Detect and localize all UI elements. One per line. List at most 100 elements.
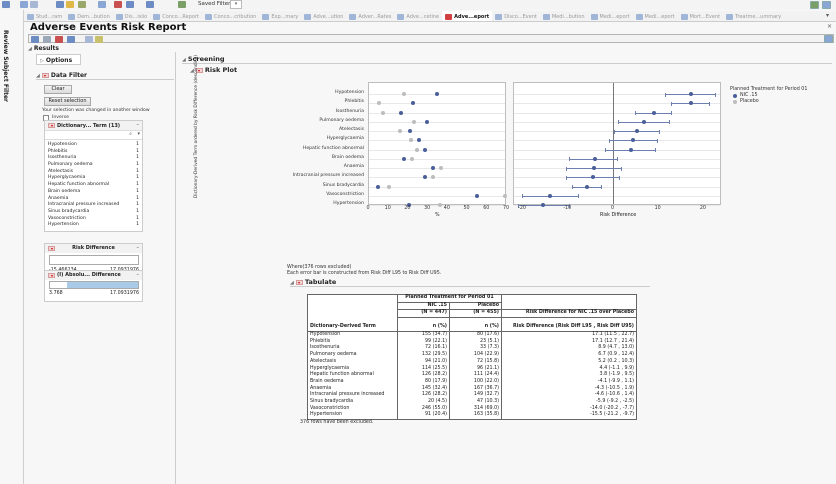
- chart-icon[interactable]: [2, 1, 10, 8]
- placebo-marker[interactable]: [437, 203, 442, 207]
- nic-marker[interactable]: [402, 156, 407, 161]
- tab-6[interactable]: Adve...ution: [301, 11, 346, 21]
- filter-icon[interactable]: [178, 1, 186, 8]
- placebo-marker[interactable]: [410, 156, 415, 161]
- risk-difference-header[interactable]: Risk Difference –: [45, 244, 142, 253]
- red-triangle-menu-icon[interactable]: [295, 279, 303, 285]
- window-icon[interactable]: [810, 1, 819, 9]
- search-icon[interactable]: ⌕: [129, 131, 132, 137]
- risk-difference-marker[interactable]: [651, 110, 656, 115]
- list-item[interactable]: Vasoconstriction 1: [48, 215, 139, 221]
- nic-marker[interactable]: [435, 92, 440, 96]
- list-item[interactable]: Anaemia 1: [48, 195, 139, 201]
- search-options-icon[interactable]: ▾: [137, 131, 140, 137]
- tab-9-active[interactable]: Adve...eport: [442, 11, 493, 21]
- folder-icon[interactable]: [66, 1, 74, 8]
- graph-icon[interactable]: [31, 36, 39, 43]
- table-icon[interactable]: [43, 36, 51, 43]
- list-item[interactable]: Hypertension 1: [48, 222, 139, 228]
- clear-button[interactable]: Clear: [44, 85, 72, 94]
- term-search-input[interactable]: ⌕ ▾: [45, 131, 142, 140]
- minimize-icon[interactable]: –: [136, 272, 140, 278]
- pin-icon[interactable]: [822, 1, 831, 9]
- list-item[interactable]: Hypotension 1: [48, 142, 139, 147]
- placebo-marker[interactable]: [401, 92, 406, 96]
- filter-icon[interactable]: [824, 35, 833, 43]
- placebo-marker[interactable]: [439, 166, 444, 170]
- scatter-icon[interactable]: [67, 36, 75, 43]
- red-triangle-menu-icon[interactable]: [48, 123, 55, 128]
- options-section[interactable]: ▷ Options: [36, 54, 81, 65]
- placebo-marker[interactable]: [503, 193, 508, 198]
- list-item[interactable]: Hyperglycaemia 1: [48, 175, 139, 181]
- results-header[interactable]: ◢ Results: [28, 45, 59, 52]
- range-min[interactable]: 3.768: [49, 291, 63, 296]
- absolute-difference-header[interactable]: (I) Absolu... Difference –: [45, 271, 142, 280]
- nic-marker[interactable]: [417, 138, 422, 143]
- tab-11[interactable]: Medi...bution: [540, 11, 588, 21]
- risk-difference-marker[interactable]: [541, 203, 546, 207]
- tab-15[interactable]: Treatme...ummary: [723, 11, 784, 21]
- minimize-icon[interactable]: –: [136, 245, 140, 251]
- risk-difference-marker[interactable]: [631, 138, 636, 143]
- risk-difference-marker[interactable]: [628, 147, 633, 152]
- list-item[interactable]: Sinus bradycardia 1: [48, 208, 139, 214]
- table-icon[interactable]: [20, 1, 28, 8]
- risk-difference-marker[interactable]: [584, 184, 589, 189]
- tab-1[interactable]: Dem...bution: [65, 11, 113, 21]
- tab-4[interactable]: Conco...cribution: [202, 11, 259, 21]
- placebo-marker[interactable]: [377, 101, 382, 106]
- distribution-icon[interactable]: [98, 1, 106, 8]
- absolute-difference-slider[interactable]: [49, 281, 139, 289]
- risk-plot-header[interactable]: ◢ Risk Plot: [190, 66, 238, 74]
- range-max[interactable]: 17.0931976: [110, 291, 139, 296]
- reset-selection-button[interactable]: Reset selection: [44, 97, 91, 106]
- nic-marker[interactable]: [422, 147, 427, 152]
- placebo-marker[interactable]: [408, 138, 413, 143]
- graph-icon[interactable]: [56, 1, 64, 8]
- close-icon[interactable]: ×: [827, 23, 833, 30]
- list-item[interactable]: Atelectasis 1: [48, 168, 139, 174]
- tab-14[interactable]: Mort...Event: [678, 11, 723, 21]
- tab-2[interactable]: Dis...isiio: [113, 11, 150, 21]
- risk-difference-marker[interactable]: [641, 119, 646, 124]
- report-icon[interactable]: [78, 1, 86, 8]
- risk-difference-marker[interactable]: [548, 193, 553, 198]
- placebo-marker[interactable]: [381, 110, 386, 115]
- nic-marker[interactable]: [475, 193, 480, 198]
- data-filter-header[interactable]: ◢ Data Filter: [36, 72, 174, 80]
- flag-icon[interactable]: [55, 36, 63, 43]
- screening-header[interactable]: ◢ Screening: [182, 55, 832, 64]
- placebo-marker[interactable]: [387, 184, 392, 189]
- nic-marker[interactable]: [398, 110, 403, 115]
- tab-5[interactable]: Exp...mary: [259, 11, 301, 21]
- risk-difference-marker[interactable]: [592, 156, 597, 161]
- list-item[interactable]: Pulmonary oedema 1: [48, 162, 139, 168]
- risk-difference-marker[interactable]: [688, 92, 693, 96]
- red-triangle-menu-icon[interactable]: [195, 67, 203, 73]
- red-triangle-menu-icon[interactable]: [41, 73, 49, 78]
- flag-icon[interactable]: [114, 1, 122, 8]
- placebo-marker[interactable]: [415, 147, 420, 152]
- nic-marker[interactable]: [408, 129, 413, 133]
- term-filter-header[interactable]: Dictionary... Term (13) –: [45, 121, 142, 131]
- settings-icon[interactable]: [95, 36, 103, 43]
- tabulate-header[interactable]: ◢ Tabulate: [290, 278, 650, 287]
- tab-7[interactable]: Adver...Rates: [346, 11, 394, 21]
- scatter-icon[interactable]: [126, 1, 134, 8]
- saved-filters-dropdown[interactable]: ▾: [230, 0, 242, 9]
- risk-difference-marker[interactable]: [590, 175, 595, 180]
- nic-marker[interactable]: [410, 101, 415, 106]
- list-item[interactable]: Intracranial pressure increased 1: [48, 202, 139, 208]
- tab-8[interactable]: Adve...cetine: [394, 11, 442, 21]
- bar-icon[interactable]: [146, 1, 154, 8]
- tab-13[interactable]: Medi...eport: [633, 11, 678, 21]
- list-icon[interactable]: [30, 1, 38, 8]
- nic-marker[interactable]: [407, 203, 412, 207]
- nic-marker[interactable]: [425, 119, 430, 124]
- red-triangle-menu-icon[interactable]: [48, 246, 55, 251]
- list-item[interactable]: Brain oedema 1: [48, 188, 139, 194]
- list-item[interactable]: Phlebitis 1: [48, 148, 139, 154]
- risk-difference-marker[interactable]: [634, 129, 639, 133]
- risk-difference-marker[interactable]: [688, 101, 693, 106]
